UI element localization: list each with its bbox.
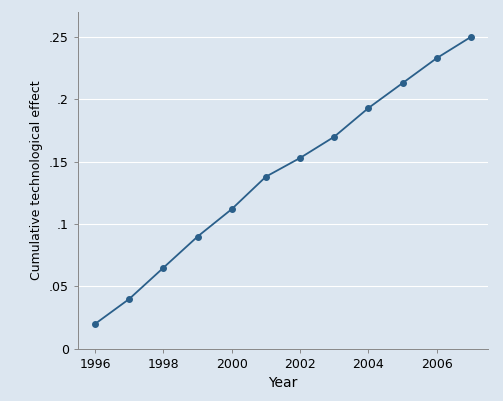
- Y-axis label: Cumulative technological effect: Cumulative technological effect: [30, 81, 43, 280]
- X-axis label: Year: Year: [268, 377, 298, 391]
